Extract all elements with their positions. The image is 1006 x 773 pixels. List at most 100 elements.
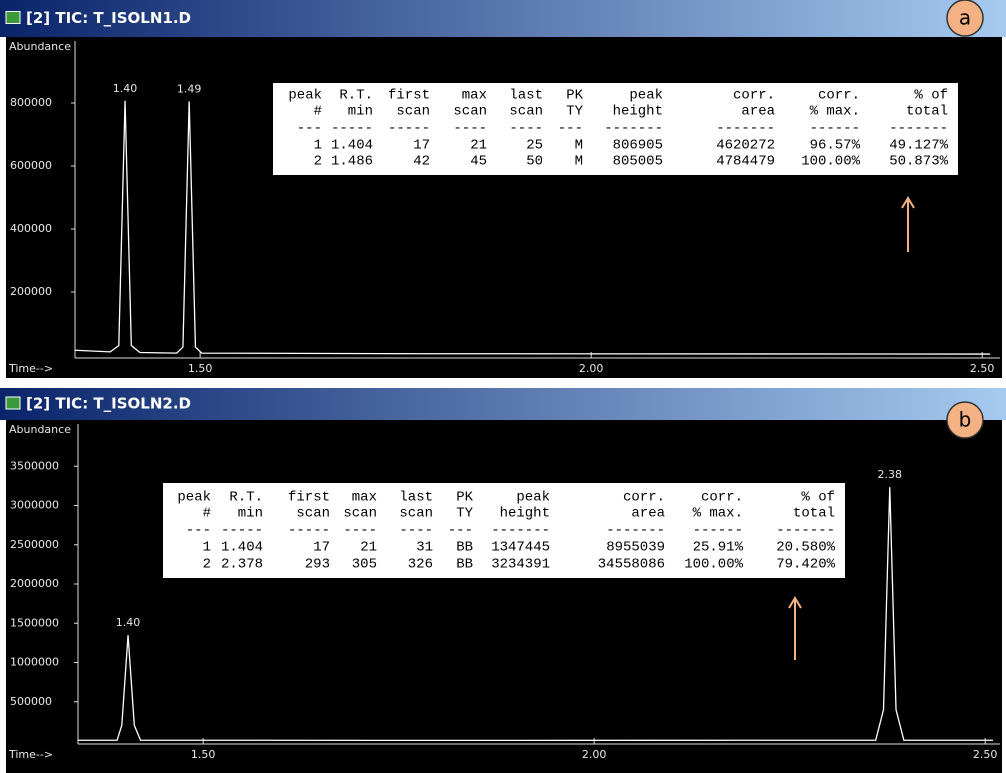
window-icon (5, 11, 21, 24)
table-cell: 293 (305, 557, 330, 573)
table-cell: 21 (360, 540, 377, 556)
window-icon (5, 396, 21, 410)
table-cell: scan (399, 506, 433, 522)
panel-badge (946, 401, 984, 439)
table-cell: BB (456, 540, 473, 556)
table-cell: min (238, 506, 263, 522)
peak-label: 1.40 (113, 82, 138, 95)
title-bar (0, 0, 1006, 37)
table-cell: peak (516, 490, 550, 506)
y-tick-label: 1500000 (10, 616, 59, 629)
table-cell: area (741, 104, 775, 120)
table-cell: --- (186, 523, 211, 539)
table-cell: last (509, 88, 543, 104)
table-cell: ------- (604, 121, 663, 137)
table-cell: ------- (889, 121, 948, 137)
table-cell: 1.404 (221, 540, 263, 556)
table-cell: M (575, 154, 583, 170)
table-cell: scan (453, 104, 487, 120)
arrow-head (788, 596, 802, 609)
table-cell: ----- (388, 121, 430, 137)
table-cell: 25 (526, 138, 543, 154)
table-cell: max (352, 490, 377, 506)
table-cell: corr. (701, 490, 743, 506)
table-cell: # (203, 506, 211, 522)
table-cell: PK (566, 88, 583, 104)
y-tick-label: 800000 (10, 96, 52, 109)
table-cell: 1.404 (331, 138, 373, 154)
table-cell: ---- (509, 121, 543, 137)
table-cell: total (906, 104, 948, 120)
table-cell: area (631, 506, 665, 522)
table-cell: 31 (416, 540, 433, 556)
table-cell: first (388, 88, 430, 104)
table-cell: ---- (453, 121, 487, 137)
table-cell: scan (296, 506, 330, 522)
table-cell: R.T. (229, 490, 263, 506)
arrow-head (901, 196, 915, 209)
table-cell: ------ (810, 121, 860, 137)
table-cell: 1347445 (491, 540, 550, 556)
table-cell: 79.420% (776, 557, 835, 573)
table-cell: total (793, 506, 835, 522)
table-cell: corr. (818, 88, 860, 104)
y-tick-label: 500000 (10, 695, 52, 708)
table-cell: 805005 (613, 154, 663, 170)
table-cell: ------ (693, 523, 743, 539)
table-cell: 45 (470, 154, 487, 170)
panel-badge (946, 0, 984, 37)
table-cell: 34558086 (598, 557, 665, 573)
window-title: [2] TIC: T_ISOLN1.D (26, 9, 191, 27)
peak-label: 1.40 (116, 616, 141, 629)
table-cell: height (613, 104, 663, 120)
table-cell: --- (558, 121, 583, 137)
table-cell: min (348, 104, 373, 120)
table-cell: 21 (470, 138, 487, 154)
window-title: [2] TIC: T_ISOLN2.D (26, 395, 191, 413)
table-cell: 50 (526, 154, 543, 170)
table-cell: ----- (288, 523, 330, 539)
table-cell: max (462, 88, 487, 104)
y-tick-label: 3000000 (10, 499, 59, 512)
x-tick-label: 1.50 (188, 362, 213, 375)
x-tick-label: 2.50 (973, 748, 998, 761)
table-cell: ------- (716, 121, 775, 137)
x-tick-label: 2.00 (579, 362, 604, 375)
table-cell: 806905 (613, 138, 663, 154)
table-cell: 2.378 (221, 557, 263, 573)
table-cell: % max. (810, 104, 860, 120)
table-cell: R.T. (339, 88, 373, 104)
plot-background (6, 420, 1002, 773)
table-cell: 96.57% (810, 138, 861, 154)
table-cell: TY (566, 104, 583, 120)
table-cell: ---- (399, 523, 433, 539)
table-cell: height (500, 506, 550, 522)
table-cell: ---- (343, 523, 377, 539)
table-cell: 50.873% (889, 154, 948, 170)
table-cell: 100.00% (684, 557, 743, 573)
report-table-box (273, 83, 958, 175)
table-cell: 326 (408, 557, 433, 573)
y-tick-label: 400000 (10, 222, 52, 235)
title-bar (0, 388, 1006, 420)
table-cell: 4784479 (716, 154, 775, 170)
report-table-box (163, 483, 845, 578)
table-cell: 49.127% (889, 138, 948, 154)
table-cell: 2 (314, 154, 322, 170)
table-cell: 17 (313, 540, 330, 556)
table-cell: 8955039 (606, 540, 665, 556)
table-cell: 3234391 (491, 557, 550, 573)
table-cell: 305 (352, 557, 377, 573)
y-axis-label: Abundance (9, 40, 71, 53)
x-tick-label: 1.50 (191, 748, 216, 761)
table-cell: corr. (623, 490, 665, 506)
table-cell: % of (914, 88, 948, 104)
table-cell: M (575, 138, 583, 154)
table-cell: ------- (491, 523, 550, 539)
table-cell: 1 (314, 138, 322, 154)
table-cell: 17 (413, 138, 430, 154)
table-cell: BB (456, 557, 473, 573)
y-tick-label: 1000000 (10, 656, 59, 669)
